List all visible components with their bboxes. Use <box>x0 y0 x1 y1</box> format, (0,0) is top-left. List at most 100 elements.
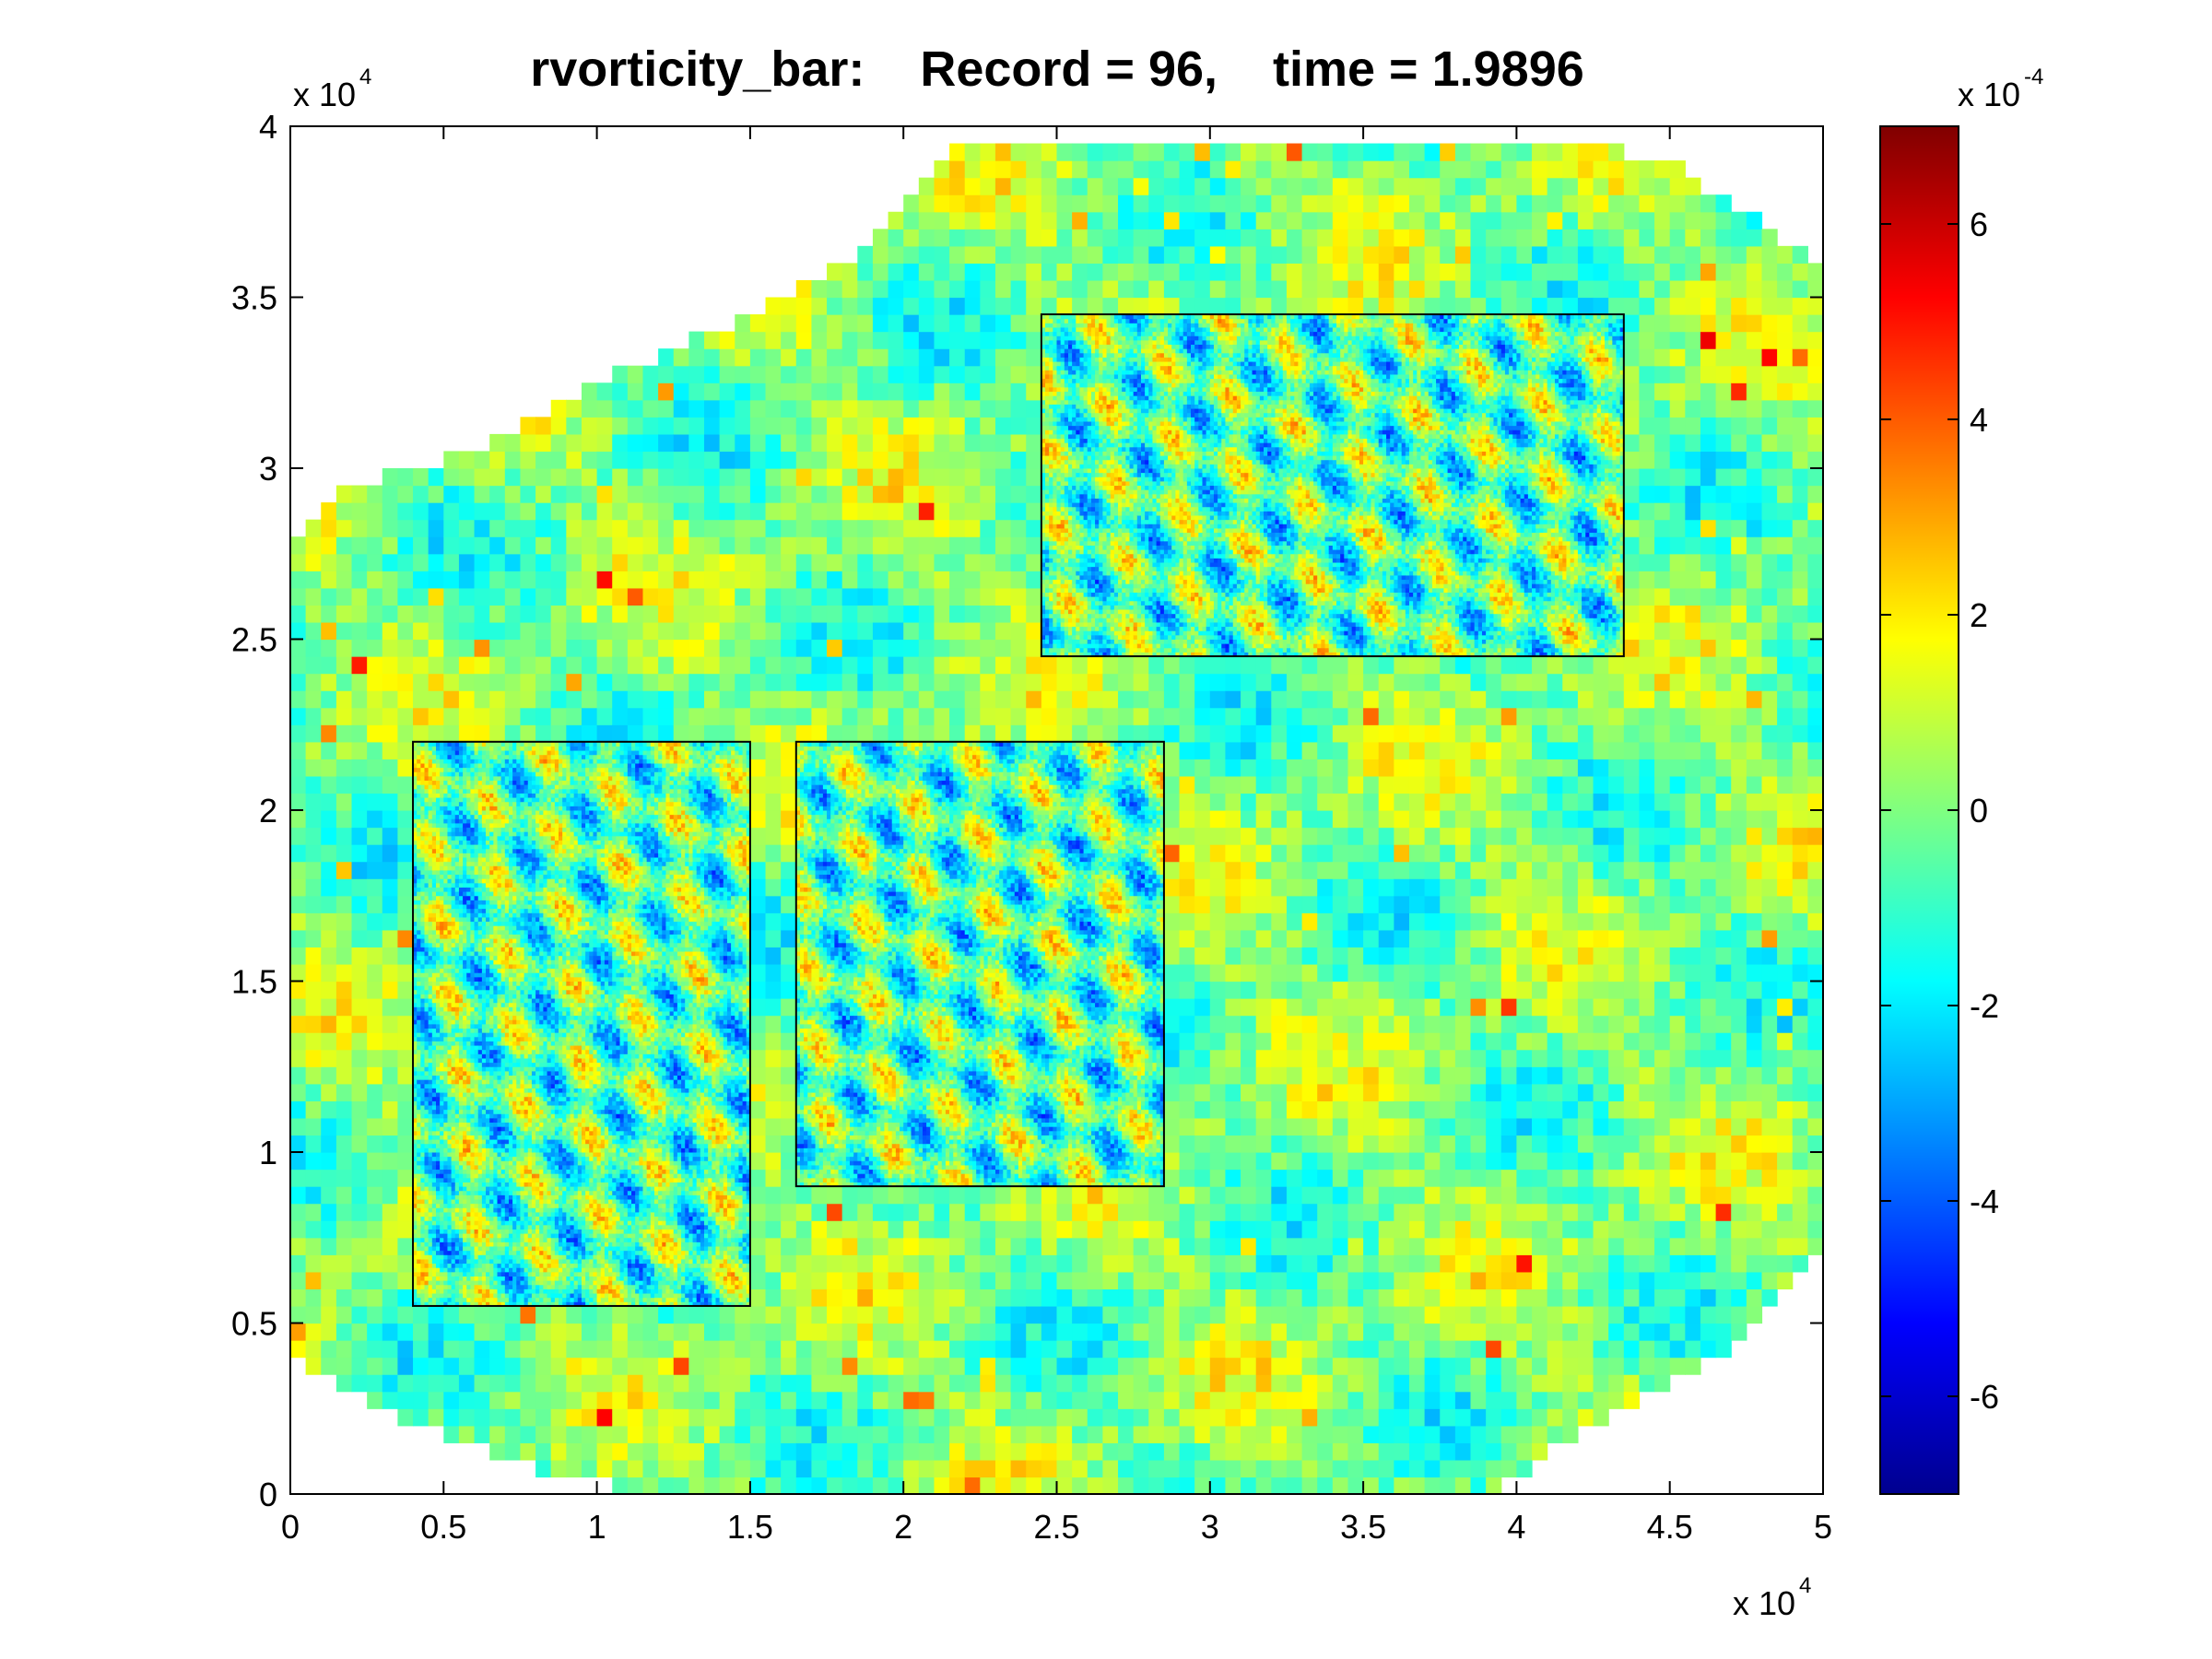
field-cell <box>873 554 888 571</box>
field-cell <box>612 451 628 468</box>
field-cell <box>980 554 995 571</box>
field-cell <box>965 1358 981 1375</box>
field-cell <box>1041 1220 1057 1238</box>
field-cell <box>306 896 322 913</box>
field-cell <box>842 690 858 708</box>
field-cell <box>290 759 306 776</box>
field-cell <box>781 622 796 640</box>
field-cell <box>1072 1238 1088 1255</box>
field-cell <box>1026 400 1041 418</box>
field-cell <box>1148 690 1164 708</box>
field-cell <box>306 1324 322 1341</box>
field-cell <box>1134 708 1149 725</box>
field-cell <box>873 348 888 366</box>
field-cell <box>995 1340 1011 1358</box>
field-cell <box>980 1442 995 1460</box>
field-cell <box>1041 212 1057 229</box>
field-cell <box>811 314 827 332</box>
field-cell <box>766 690 782 708</box>
field-cell <box>290 1066 306 1084</box>
field-cell <box>980 1204 995 1221</box>
field-cell <box>949 1288 965 1306</box>
field-cell <box>475 622 490 640</box>
field-cell <box>1134 1426 1149 1443</box>
field-cell <box>397 1118 413 1135</box>
field-cell <box>873 571 888 588</box>
field-cell <box>1102 1186 1118 1204</box>
field-cell <box>903 690 919 708</box>
field-cell <box>781 896 796 913</box>
field-cell <box>290 1152 306 1170</box>
field-cell <box>475 1374 490 1392</box>
field-cell <box>888 1392 904 1409</box>
field-cell <box>995 502 1011 520</box>
field-cell <box>934 622 949 640</box>
field-cell <box>1118 1358 1134 1375</box>
field-cell <box>934 1340 949 1358</box>
field-cell <box>965 1460 981 1477</box>
field-cell <box>336 1170 352 1187</box>
field-cell <box>535 571 551 588</box>
field-cell <box>566 571 582 588</box>
field-cell <box>1041 1254 1057 1272</box>
field-cell <box>965 1238 981 1255</box>
field-cell <box>290 912 306 930</box>
field-cell <box>413 468 429 486</box>
field-cell <box>873 1306 888 1324</box>
field-cell <box>443 520 459 537</box>
field-cell <box>949 434 965 452</box>
field-cell <box>888 690 904 708</box>
field-cell <box>965 400 981 418</box>
field-cell <box>382 690 398 708</box>
field-cell <box>352 486 368 503</box>
field-cell <box>888 417 904 434</box>
field-cell <box>336 605 352 622</box>
field-cell <box>842 1204 858 1221</box>
field-cell <box>1011 1272 1027 1289</box>
field-cell <box>520 1374 535 1392</box>
field-cell <box>1041 1324 1057 1341</box>
field-cell <box>413 724 429 742</box>
field-cell <box>965 229 981 246</box>
field-cell <box>535 674 551 691</box>
field-cell <box>720 1392 735 1409</box>
field-cell <box>888 1238 904 1255</box>
field-cell <box>566 605 582 622</box>
field-cell <box>781 1288 796 1306</box>
field-cell <box>995 536 1011 554</box>
field-cell <box>612 366 628 383</box>
field-cell <box>306 656 322 674</box>
field-cell <box>720 674 735 691</box>
field-cell <box>1164 1016 1180 1033</box>
field-cell <box>949 229 965 246</box>
field-cell <box>750 690 766 708</box>
field-cell <box>1164 1100 1180 1118</box>
field-cell <box>382 964 398 982</box>
field-cell <box>658 656 674 674</box>
field-cell <box>842 1442 858 1460</box>
field-cell <box>352 1324 368 1341</box>
field-cell <box>995 708 1011 725</box>
field-cell <box>1011 194 1027 212</box>
field-cell <box>1072 1426 1088 1443</box>
field-cell <box>382 1135 398 1152</box>
field-cell <box>352 810 368 828</box>
field-cell <box>459 640 475 657</box>
field-cell <box>750 896 766 913</box>
field-cell <box>612 1358 628 1375</box>
field-cell <box>352 1204 368 1221</box>
field-cell <box>306 1118 322 1135</box>
field-cell <box>919 1288 935 1306</box>
field-cell <box>980 400 995 418</box>
field-cell <box>857 434 873 452</box>
field-cell <box>1057 708 1073 725</box>
field-cell <box>980 502 995 520</box>
field-cell <box>919 622 935 640</box>
field-cell <box>1148 1186 1164 1204</box>
field-cell <box>336 947 352 964</box>
field-cell <box>1148 160 1164 178</box>
field-cell <box>965 434 981 452</box>
field-cell <box>903 1392 919 1409</box>
field-cell <box>980 605 995 622</box>
field-cell <box>873 1408 888 1426</box>
